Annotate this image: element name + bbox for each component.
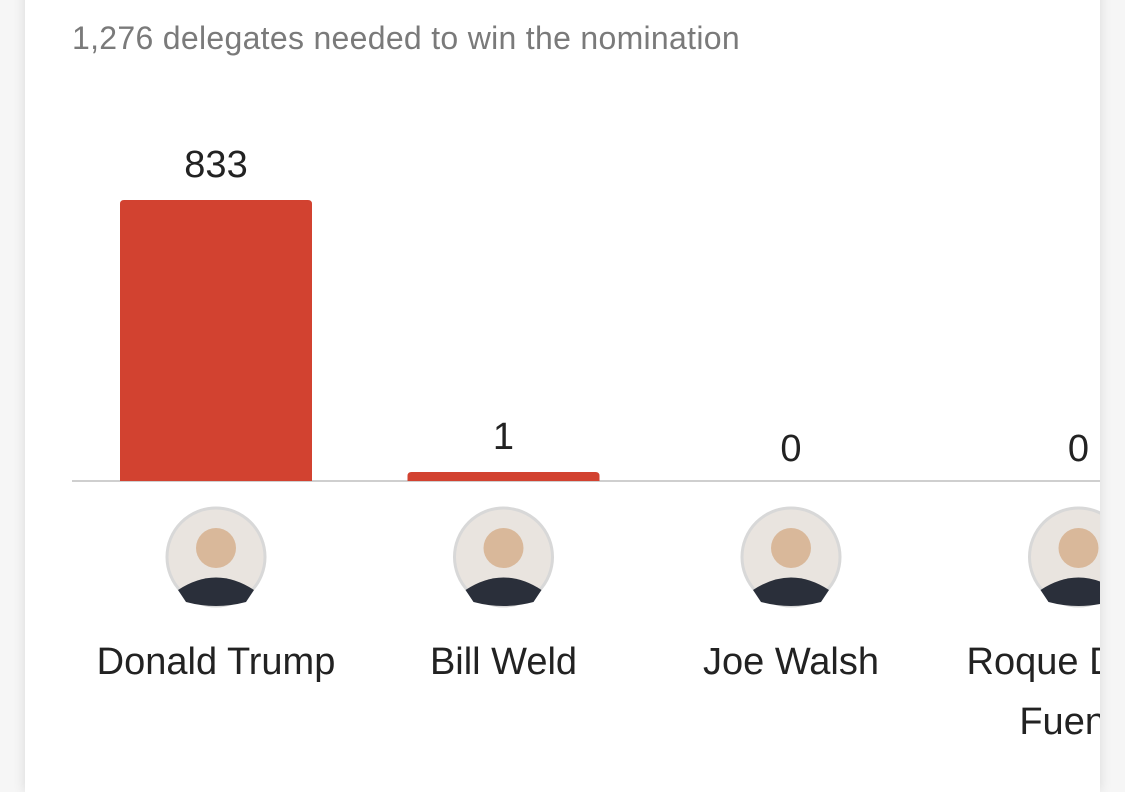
card: 1,276 delegates needed to win the nomina… <box>25 0 1100 792</box>
candidate-name: Donald Trump <box>96 641 336 683</box>
avatar-suit <box>178 577 254 606</box>
value-label: 0 <box>1068 428 1089 470</box>
avatar-head <box>196 528 236 568</box>
value-label: 1 <box>493 416 514 458</box>
value-label: 833 <box>184 144 247 186</box>
bar <box>120 200 312 481</box>
avatar-suit <box>1040 577 1100 606</box>
avatar-head <box>771 528 811 568</box>
candidate-name: Roque De La Fuente <box>966 641 1100 743</box>
page: 1,276 delegates needed to win the nomina… <box>72 20 1100 743</box>
candidate-name: Joe Walsh <box>703 641 879 683</box>
avatar-head <box>483 528 524 568</box>
avatar-head <box>1058 528 1099 568</box>
candidate-name: Bill Weld <box>429 641 578 683</box>
subtitle: 1,276 delegates needed to win the nomina… <box>72 20 740 56</box>
chart: 833 1 0 0 <box>72 144 1100 608</box>
avatar-suit <box>465 577 542 606</box>
avatar-suit <box>753 577 829 606</box>
bar <box>407 472 600 481</box>
value-label: 0 <box>780 428 801 470</box>
